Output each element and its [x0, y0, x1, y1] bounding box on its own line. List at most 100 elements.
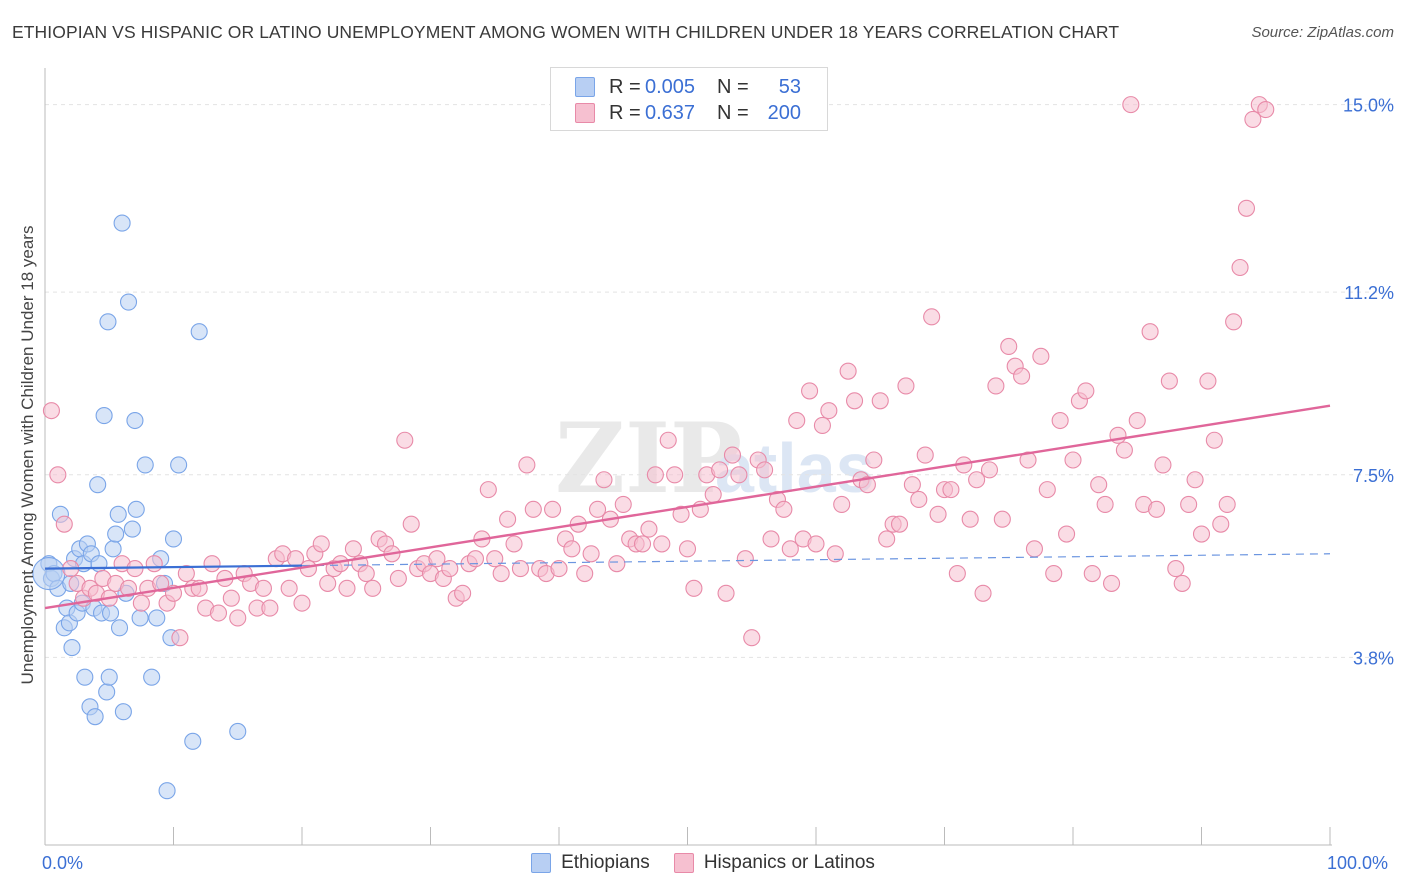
hispanic-point-173: [1154, 456, 1172, 474]
hispanics-swatch: [575, 103, 595, 123]
hispanic-point-0: [42, 402, 60, 420]
y-tick-label-1: 7.5%: [1353, 466, 1394, 486]
ethiopian-point-29: [104, 540, 122, 558]
bottom-legend: Ethiopians Hispanics or Latinos: [0, 852, 1406, 874]
ethiopian-point-47: [164, 530, 183, 548]
hispanic-point-146: [980, 461, 999, 479]
hispanic-point-129: [871, 392, 889, 410]
hispanic-point-137: [923, 308, 941, 326]
hispanic-point-132: [890, 515, 909, 533]
hispanic-point-28: [222, 589, 240, 607]
n-label: N =: [717, 75, 749, 98]
hispanic-point-148: [993, 510, 1011, 528]
hispanic-point-147: [987, 377, 1005, 395]
hispanic-point-74: [518, 456, 536, 474]
hispanic-point-156: [1045, 564, 1063, 583]
ethiopian-point-20: [86, 708, 104, 726]
ethiopian-point-24: [95, 407, 113, 425]
axes: [44, 68, 1332, 846]
hispanic-point-171: [1141, 323, 1159, 341]
hispanics-trend-line: [44, 404, 1331, 610]
ethiopian-point-27: [100, 668, 118, 686]
hispanic-point-140: [942, 481, 960, 499]
hispanic-point-68: [479, 481, 497, 499]
legend-item-hispanics[interactable]: Hispanics or Latinos: [673, 852, 875, 874]
ethiopian-point-32: [110, 619, 129, 637]
y-tick-labels: 3.8% 7.5% 11.2% 15.0%: [1343, 96, 1394, 669]
hispanic-point-72: [505, 535, 523, 553]
hispanic-point-109: [743, 629, 761, 647]
hispanic-point-114: [775, 500, 793, 518]
hispanic-point-145: [974, 584, 992, 602]
hispanic-point-127: [858, 476, 876, 494]
hispanic-point-189: [1257, 101, 1275, 119]
hispanic-point-79: [550, 560, 568, 578]
hispanic-point-104: [711, 461, 729, 479]
hispanic-point-115: [781, 540, 799, 558]
hispanic-point-50: [364, 579, 382, 597]
hispanic-point-136: [916, 446, 934, 464]
hispanic-point-94: [646, 466, 664, 484]
hispanic-point-95: [653, 535, 671, 553]
ethiopian-point-25: [98, 683, 116, 701]
hispanic-point-25: [203, 555, 221, 573]
hispanic-point-112: [762, 530, 780, 548]
hispanic-point-179: [1192, 525, 1211, 543]
hispanic-point-49: [357, 564, 375, 583]
hispanic-point-134: [903, 476, 921, 494]
hispanic-point-47: [344, 540, 362, 558]
ethiopian-point-45: [158, 782, 176, 800]
stats-row-ethiopians: R = 0.005 N = 53: [575, 74, 801, 100]
hispanic-point-20: [171, 629, 189, 647]
hispanic-point-118: [801, 382, 819, 400]
hispanic-point-84: [582, 545, 600, 563]
hispanic-point-138: [929, 505, 947, 523]
ethiopian-point-22: [90, 555, 108, 573]
n-value: 53: [778, 75, 801, 98]
legend-item-ethiopians[interactable]: Ethiopians: [531, 852, 650, 874]
hispanic-point-88: [608, 555, 626, 573]
ethiopians-swatch: [575, 77, 595, 97]
hispanic-point-85: [588, 500, 607, 518]
hispanic-point-135: [910, 490, 928, 509]
hispanic-point-107: [730, 466, 748, 484]
hispanic-point-159: [1064, 451, 1082, 469]
hispanic-point-161: [1077, 382, 1095, 400]
hispanic-point-98: [672, 505, 690, 523]
ethiopian-point-38: [126, 411, 144, 430]
chart-title: ETHIOPIAN VS HISPANIC OR LATINO UNEMPLOY…: [12, 22, 1120, 42]
hispanic-point-16: [145, 555, 163, 573]
hispanic-point-106: [723, 446, 742, 464]
trend-lines: [44, 404, 1331, 610]
hispanic-point-66: [466, 550, 485, 568]
hispanic-point-158: [1058, 525, 1076, 543]
legend-label-hispanics: Hispanics or Latinos: [703, 852, 875, 873]
hispanic-point-103: [704, 486, 722, 504]
hispanic-point-78: [544, 500, 562, 518]
ethiopian-point-43: [148, 609, 166, 627]
hispanic-point-174: [1160, 372, 1178, 390]
hispanic-point-178: [1186, 471, 1204, 489]
x-tick-min: 0.0%: [42, 853, 84, 873]
ethiopian-point-30: [107, 525, 125, 543]
x-tick-max: 100.0%: [1327, 853, 1389, 873]
hispanic-point-1: [49, 466, 67, 484]
series-ethiopians: [32, 214, 247, 800]
hispanic-point-54: [389, 569, 407, 588]
ethiopian-point-50: [184, 732, 202, 750]
ethiopian-point-51: [229, 722, 247, 741]
ethiopian-point-48: [170, 456, 188, 474]
n-label: N =: [717, 101, 749, 124]
stats-legend: R = 0.005 N = 53 R = 0.637 N = 200: [550, 67, 828, 131]
hispanic-point-17: [152, 574, 170, 592]
hispanic-point-39: [293, 594, 311, 612]
hispanic-point-153: [1025, 540, 1043, 558]
r-label: R =: [609, 75, 641, 98]
hispanic-point-183: [1218, 495, 1236, 513]
ethiopian-point-42: [143, 668, 161, 686]
hispanic-point-89: [614, 495, 632, 513]
hispanic-point-108: [736, 550, 754, 568]
hispanic-point-83: [576, 564, 594, 583]
hispanic-point-100: [685, 579, 703, 597]
